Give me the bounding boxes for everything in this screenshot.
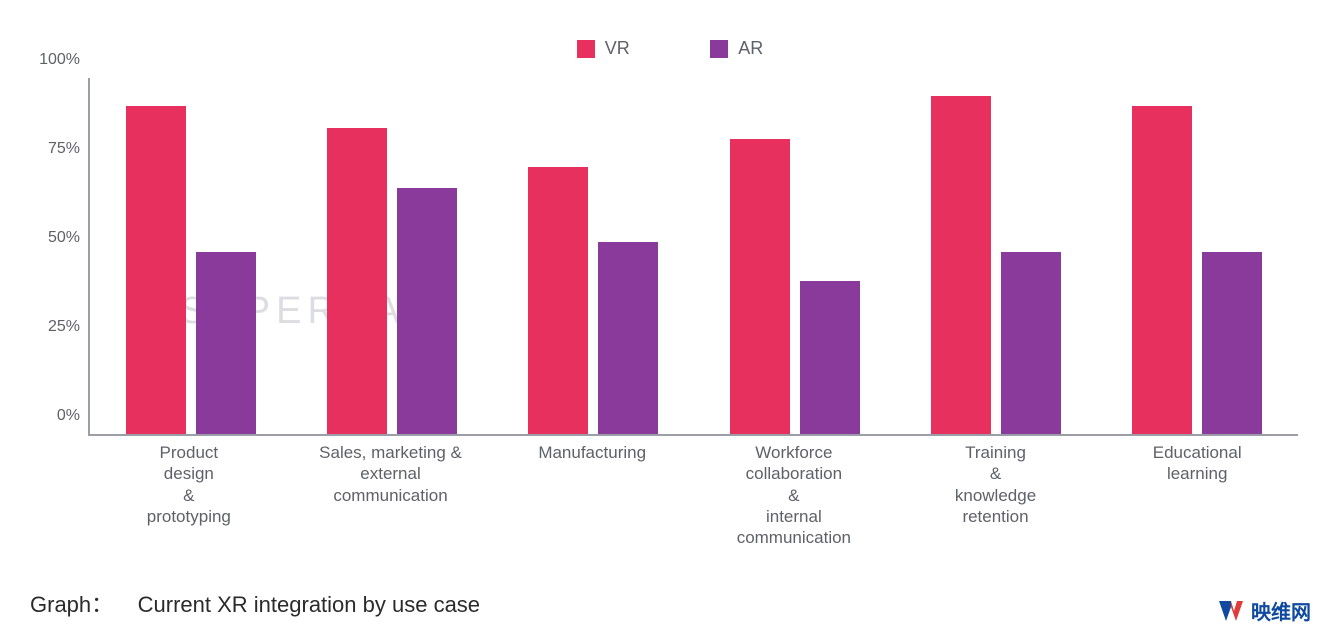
y-tick: 75%: [32, 140, 80, 158]
bar-vr: [126, 106, 186, 434]
bar-vr: [528, 167, 588, 434]
y-tick: 50%: [32, 229, 80, 247]
legend-label-ar: AR: [738, 38, 763, 59]
y-tick: 100%: [32, 51, 80, 69]
x-axis-labels: Product design & prototypingSales, marke…: [88, 442, 1298, 548]
bar-group: [291, 78, 492, 434]
bar-groups: [90, 78, 1298, 434]
x-label: Training & knowledge retention: [895, 442, 1097, 548]
xr-chart: VR AR SUPERDATA 0%25%50%75%100% Product …: [30, 40, 1310, 530]
legend-swatch-vr: [577, 40, 595, 58]
x-label: Sales, marketing & external communicatio…: [290, 442, 492, 548]
brand-icon: [1217, 599, 1245, 623]
bar-vr: [1132, 106, 1192, 434]
y-tick: 25%: [32, 318, 80, 336]
bar-ar: [800, 281, 860, 434]
bar-vr: [327, 128, 387, 434]
y-tick: 0%: [32, 407, 80, 425]
brand-text: 映维网: [1251, 596, 1311, 625]
brand: 映维网: [1217, 596, 1311, 625]
bar-ar: [397, 188, 457, 434]
legend-label-vr: VR: [605, 38, 630, 59]
bar-group: [493, 78, 694, 434]
bar-ar: [1202, 252, 1262, 434]
legend-item-ar: AR: [710, 38, 763, 59]
bar-vr: [931, 96, 991, 434]
bar-ar: [1001, 252, 1061, 434]
caption-prefix: Graph：: [30, 592, 113, 617]
caption: Graph： Current XR integration by use cas…: [30, 587, 480, 619]
caption-text: Current XR integration by use case: [138, 592, 480, 617]
legend-swatch-ar: [710, 40, 728, 58]
bar-group: [694, 78, 895, 434]
x-label: Workforce collaboration & internal commu…: [693, 442, 895, 548]
bar-ar: [196, 252, 256, 434]
bar-group: [895, 78, 1096, 434]
bar-ar: [598, 242, 658, 434]
bar-vr: [730, 139, 790, 434]
x-label: Manufacturing: [491, 442, 693, 548]
x-label: Educational learning: [1096, 442, 1298, 548]
plot-area: 0%25%50%75%100%: [88, 78, 1298, 436]
legend: VR AR: [30, 38, 1310, 63]
bar-group: [1097, 78, 1298, 434]
bar-group: [90, 78, 291, 434]
legend-item-vr: VR: [577, 38, 630, 59]
x-label: Product design & prototyping: [88, 442, 290, 548]
